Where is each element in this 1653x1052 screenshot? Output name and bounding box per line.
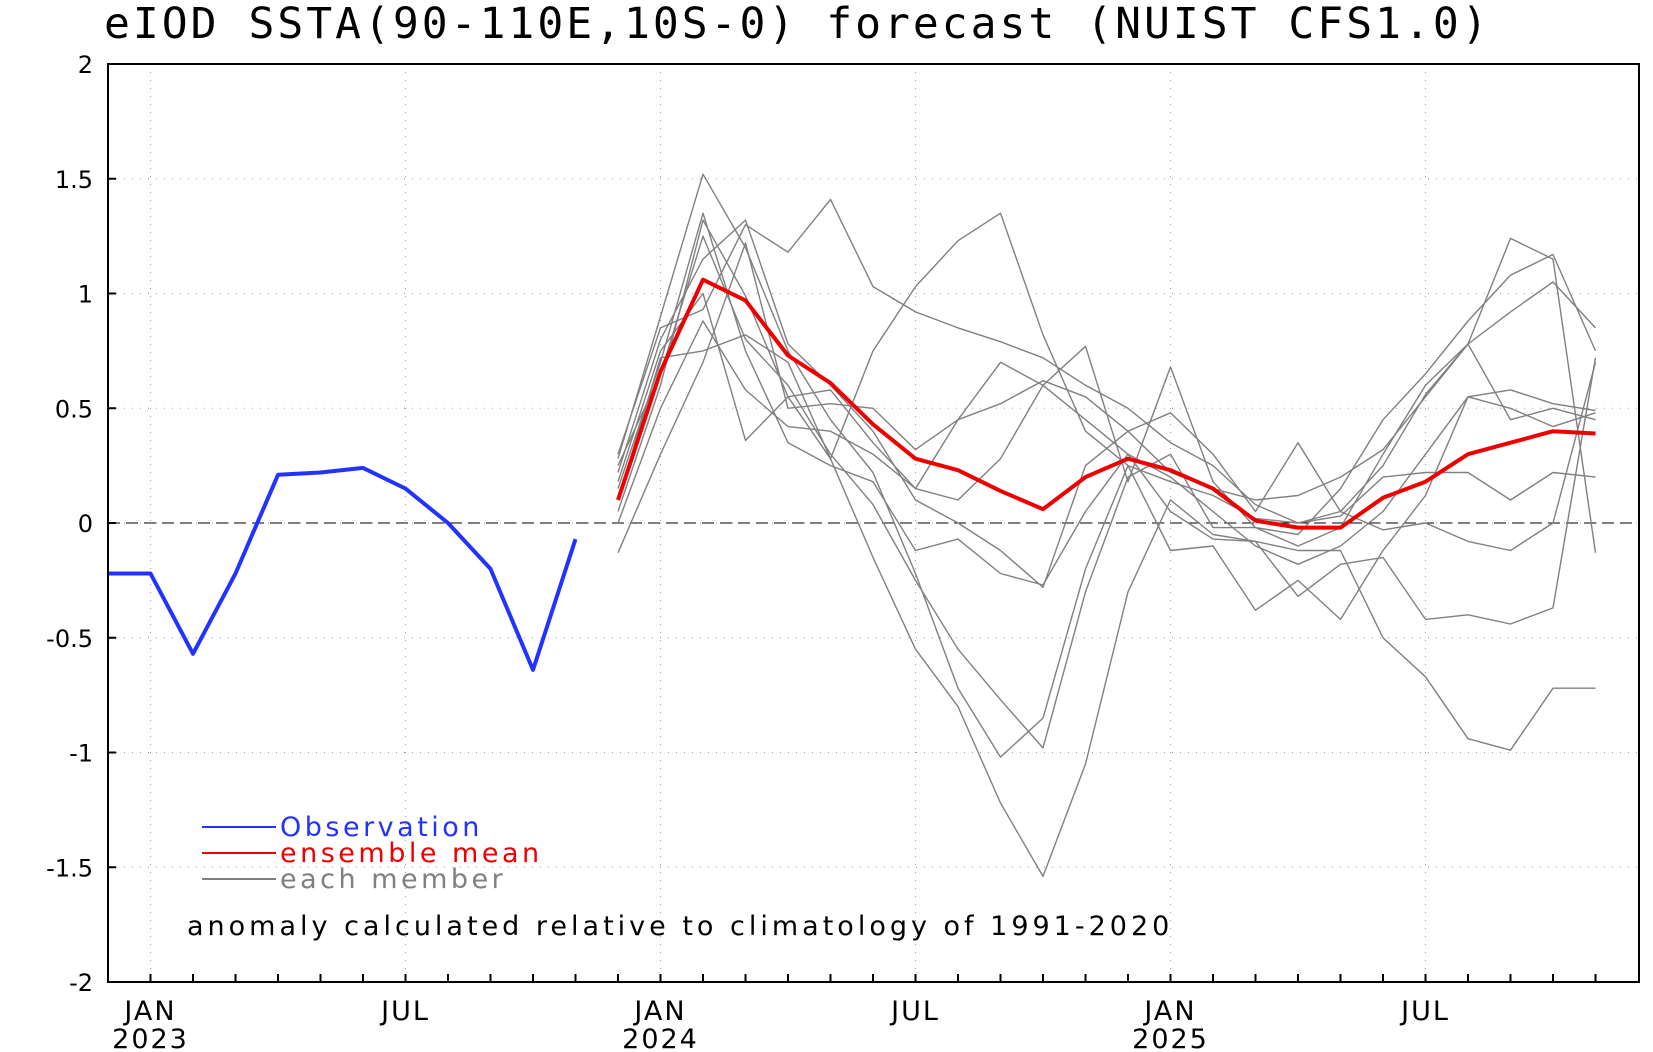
y-tick-label-7: -1.5	[46, 854, 93, 882]
y-tick-label-8: -2	[69, 969, 93, 997]
y-tick-label-2: 1	[78, 281, 93, 309]
chart-title: eIOD SSTA(90-110E,10S-0) forecast (NUIST…	[104, 0, 1491, 49]
y-tick-label-0: 2	[78, 51, 93, 79]
member-line-4	[617, 212, 1596, 751]
x-tick-month-0: JAN	[122, 996, 176, 1027]
member-line-6	[617, 320, 1596, 565]
member-line-10	[617, 212, 1596, 524]
member-line-3	[617, 219, 1597, 588]
y-tick-label-6: -1	[69, 740, 93, 768]
member-line-5	[617, 198, 1596, 524]
x-tick-month-1: JUL	[379, 996, 430, 1027]
legend: Observation ensemble mean each member	[202, 812, 543, 895]
mean-line-group	[616, 277, 1596, 530]
member-line-8	[617, 253, 1597, 536]
legend-member-label: each member	[280, 864, 506, 895]
y-axis: 2 1.5 1 0.5 0 -0.5 -1 -1.5 -2	[46, 51, 116, 997]
x-tick-year-0: 2023	[112, 1024, 189, 1052]
legend-observation-label: Observation	[280, 812, 483, 843]
grid-lines	[108, 64, 1639, 982]
y-tick-label-4: 0	[78, 510, 93, 538]
x-tick-month-5: JUL	[1399, 996, 1450, 1027]
x-tick-year-2: 2024	[622, 1024, 699, 1052]
member-line-9	[617, 235, 1597, 749]
x-tick-month-3: JUL	[889, 996, 940, 1027]
y-tick-label-5: -0.5	[46, 625, 93, 653]
observation-line-group	[108, 465, 578, 672]
observation-line	[108, 465, 578, 672]
x-tick-year-4: 2025	[1132, 1024, 1209, 1052]
x-tick-month-4: JAN	[1142, 996, 1196, 1027]
mean-line	[616, 277, 1596, 530]
y-tick-label-3: 0.5	[55, 395, 93, 423]
climatology-note: anomaly calculated relative to climatolo…	[187, 911, 1173, 942]
legend-mean-label: ensemble mean	[280, 838, 543, 869]
member-lines	[617, 173, 1597, 878]
member-line-7	[617, 242, 1597, 554]
x-tick-month-2: JAN	[632, 996, 686, 1027]
y-tick-label-1: 1.5	[55, 166, 93, 194]
